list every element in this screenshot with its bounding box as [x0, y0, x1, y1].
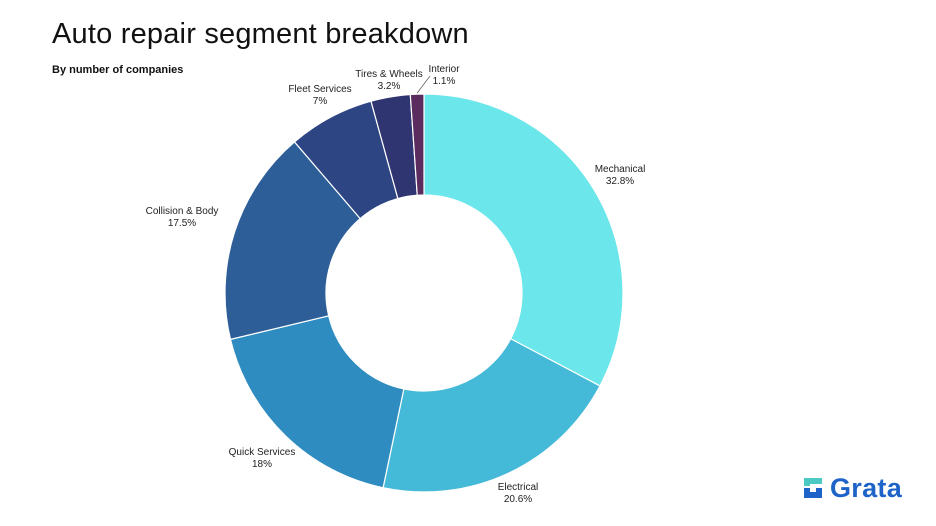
- slice-value-interior: 1.1%: [433, 76, 456, 87]
- grata-logo-icon: [804, 478, 822, 498]
- chart-subtitle: By number of companies: [52, 64, 184, 76]
- slice-name-quick-services: Quick Services: [229, 447, 296, 458]
- slice-quick-services: [229, 315, 405, 489]
- leader-line-interior: [416, 75, 431, 94]
- slice-name-interior: Interior: [428, 64, 460, 75]
- slice-value-tires-and-wheels: 3.2%: [378, 81, 401, 92]
- slice-value-fleet-services: 7%: [313, 96, 328, 107]
- grata-logo-text: Grata: [830, 472, 903, 503]
- slice-collision-and-body: [224, 141, 362, 341]
- grata-logo: Grata: [802, 472, 903, 503]
- slice-value-mechanical: 32.8%: [606, 176, 634, 187]
- chart-title: Auto repair segment breakdown: [52, 18, 469, 50]
- slice-name-fleet-services: Fleet Services: [288, 84, 351, 95]
- slice-interior: [409, 93, 425, 196]
- slice-value-collision-and-body: 17.5%: [168, 218, 196, 229]
- slice-mechanical: [423, 93, 624, 387]
- slice-name-tires-and-wheels: Tires & Wheels: [355, 69, 422, 80]
- slice-name-electrical: Electrical: [498, 482, 539, 493]
- slice-electrical: [382, 337, 601, 493]
- slice-value-electrical: 20.6%: [504, 494, 532, 505]
- slice-value-quick-services: 18%: [252, 459, 272, 470]
- slice-name-mechanical: Mechanical: [595, 164, 646, 175]
- slice-name-collision-and-body: Collision & Body: [146, 206, 219, 217]
